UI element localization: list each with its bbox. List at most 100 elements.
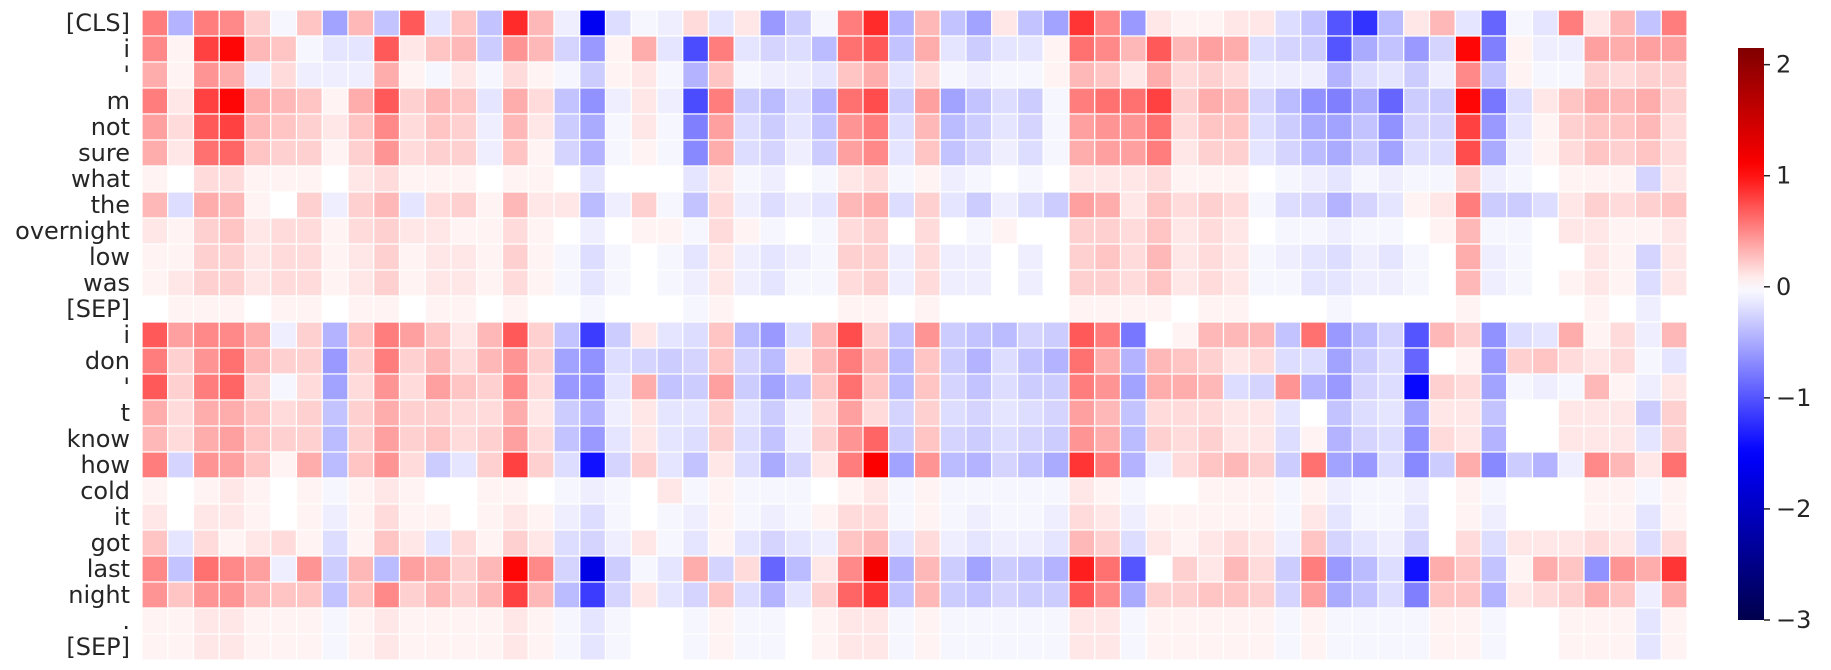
heatmap-cell [1300, 139, 1328, 167]
heatmap-cell [862, 61, 890, 89]
heatmap-cell [604, 295, 632, 323]
heatmap-cell [913, 633, 941, 661]
heatmap-cell [1609, 87, 1637, 115]
heatmap-cell [450, 373, 478, 401]
heatmap-cell [1171, 191, 1199, 219]
heatmap-cell [218, 243, 246, 271]
heatmap-cell [1248, 191, 1276, 219]
heatmap-cell [1531, 607, 1559, 635]
row-tick-label: the [91, 191, 130, 219]
heatmap-cell [1609, 477, 1637, 505]
heatmap-cell [347, 217, 375, 245]
heatmap-cell [192, 243, 220, 271]
heatmap-cell [218, 217, 246, 245]
heatmap-cell [965, 9, 993, 37]
heatmap-cell [1403, 113, 1431, 141]
heatmap-cell [141, 581, 169, 609]
heatmap-cell [1068, 9, 1096, 37]
heatmap-cell [347, 295, 375, 323]
heatmap-cell [1119, 139, 1147, 167]
heatmap-cell [1351, 165, 1379, 193]
heatmap-cell [862, 269, 890, 297]
heatmap-cell [579, 425, 607, 453]
heatmap-cell [167, 269, 195, 297]
heatmap-cell [1274, 191, 1302, 219]
heatmap-cell [1325, 529, 1353, 557]
heatmap-cell [476, 425, 504, 453]
heatmap-cell [527, 9, 555, 37]
heatmap-cell [810, 9, 838, 37]
heatmap-cell [1428, 165, 1456, 193]
heatmap-cell [476, 35, 504, 63]
heatmap-cell [1274, 555, 1302, 583]
heatmap-cell [1197, 217, 1225, 245]
heatmap-cell [682, 139, 710, 167]
heatmap-cell [347, 529, 375, 557]
heatmap-cell [1377, 295, 1405, 323]
heatmap-cell [476, 529, 504, 557]
heatmap-cell [321, 191, 349, 219]
heatmap-cell [1428, 35, 1456, 63]
heatmap-cell [192, 581, 220, 609]
heatmap-cell [244, 399, 272, 427]
heatmap-cell [1351, 347, 1379, 375]
heatmap-cell [192, 217, 220, 245]
heatmap-cell [1094, 191, 1122, 219]
colorbar-tick-label: 2 [1776, 51, 1791, 79]
heatmap-cell [1660, 269, 1688, 297]
heatmap-cell [450, 243, 478, 271]
heatmap-cell [501, 243, 529, 271]
heatmap-cell [1583, 87, 1611, 115]
heatmap-cell [630, 529, 658, 557]
heatmap-cell [218, 35, 246, 63]
heatmap-cell [1506, 529, 1534, 557]
heatmap-cell [810, 633, 838, 661]
heatmap-cell [1634, 191, 1662, 219]
heatmap-cell [373, 9, 401, 37]
heatmap-cell [707, 295, 735, 323]
heatmap-cell [939, 529, 967, 557]
heatmap-cell [965, 529, 993, 557]
heatmap-cell [707, 373, 735, 401]
heatmap-cell [167, 243, 195, 271]
heatmap-cell [1660, 373, 1688, 401]
heatmap-cell [1325, 607, 1353, 635]
heatmap-cell [553, 87, 581, 115]
heatmap-cell [527, 477, 555, 505]
heatmap-cell [1377, 217, 1405, 245]
heatmap-cell [1403, 165, 1431, 193]
heatmap-cell [1119, 191, 1147, 219]
heatmap-cell [1583, 503, 1611, 531]
heatmap-cell [1403, 633, 1431, 661]
heatmap-cell [1042, 87, 1070, 115]
heatmap-cell [1300, 451, 1328, 479]
heatmap-cell [1119, 555, 1147, 583]
heatmap-cell [347, 191, 375, 219]
heatmap-cell [1248, 269, 1276, 297]
heatmap-cell [1557, 269, 1585, 297]
heatmap-cell [1042, 35, 1070, 63]
heatmap-cell [1506, 347, 1534, 375]
heatmap-cell [1119, 87, 1147, 115]
heatmap-cell [1016, 113, 1044, 141]
heatmap-cell [244, 581, 272, 609]
heatmap-cell [682, 321, 710, 349]
heatmap-cell [1145, 9, 1173, 37]
heatmap-cell [1660, 529, 1688, 557]
heatmap-cell [1351, 321, 1379, 349]
heatmap-cell [1403, 503, 1431, 531]
heatmap-cell [398, 87, 426, 115]
heatmap-cell [1506, 165, 1534, 193]
heatmap-cell [733, 9, 761, 37]
heatmap-cell [1068, 373, 1096, 401]
heatmap-cell [527, 555, 555, 583]
heatmap-cell [1119, 9, 1147, 37]
heatmap-cell [656, 165, 684, 193]
heatmap-cell [759, 191, 787, 219]
heatmap-cell [1634, 9, 1662, 37]
heatmap-cell [1480, 399, 1508, 427]
heatmap-cell [862, 321, 890, 349]
heatmap-cell [1454, 555, 1482, 583]
heatmap-cell [682, 217, 710, 245]
heatmap-cell [913, 399, 941, 427]
